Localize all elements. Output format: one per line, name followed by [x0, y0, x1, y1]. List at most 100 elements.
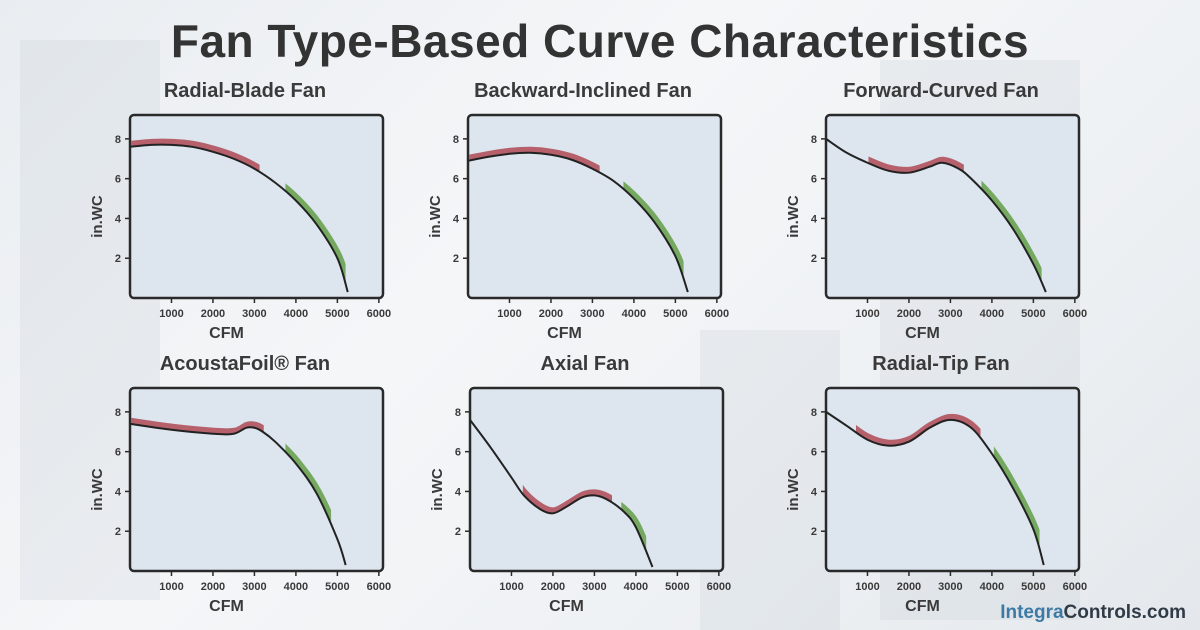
y-tick-label: 4 [811, 213, 818, 225]
chart-panel: Forward-Curved Fan 1000 2000 3000 4000 5000 60… [776, 80, 1106, 350]
fan-curve-line [826, 138, 1047, 293]
y-tick-label: 6 [115, 174, 121, 186]
x-tick-label: 6000 [1063, 581, 1087, 593]
plot-area [824, 386, 1081, 573]
y-tick-label: 6 [455, 447, 461, 459]
x-tick-label: 5000 [663, 308, 687, 320]
plot-area [468, 386, 725, 573]
red-band-segment [131, 417, 264, 435]
brand-part2: Controls.com [1063, 602, 1186, 623]
x-tick-label: 2000 [897, 581, 921, 593]
x-tick-label: 2000 [201, 308, 225, 320]
plot-area [128, 386, 385, 573]
brand-logo: IntegraControls.com [1000, 602, 1186, 624]
x-tick-label: 3000 [938, 581, 962, 593]
chart-title: Forward-Curved Fan [843, 80, 1039, 102]
red-band-segment [522, 484, 613, 514]
curve-group [826, 138, 1047, 293]
chart-svg: 1000 2000 3000 4000 5000 6000 2 4 6 8 CFM in.WC [89, 386, 391, 615]
y-axis-label: in.WC [89, 195, 106, 238]
green-band-segment [621, 501, 647, 553]
x-tick-label: 5000 [1021, 581, 1045, 593]
x-tick-label: 2000 [541, 581, 565, 593]
y-axis-label: in.WC [785, 195, 802, 238]
y-tick-label: 6 [453, 174, 459, 186]
chart-title: Radial-Tip Fan [872, 353, 1010, 375]
chart-svg: 1000 2000 3000 4000 5000 6000 2 4 6 8 CFM in.WC [429, 386, 731, 615]
fan-curve-line [826, 411, 1045, 566]
y-tick-label: 8 [811, 407, 817, 419]
curve-group [130, 417, 347, 566]
y-tick-label: 4 [811, 486, 818, 498]
red-band-segment [469, 146, 600, 173]
chart-title: AcoustaFoil® Fan [159, 353, 331, 375]
fan-curve-line [130, 422, 347, 566]
y-tick-label: 4 [115, 213, 122, 225]
y-tick-label: 8 [115, 407, 121, 419]
curve-group [826, 411, 1045, 566]
green-band-segment [993, 446, 1040, 551]
chart-title: Backward-Inclined Fan [474, 80, 692, 102]
x-tick-label: 6000 [707, 581, 731, 593]
x-tick-label: 4000 [980, 581, 1004, 593]
y-axis-label: in.WC [785, 468, 802, 511]
red-band-segment [856, 413, 981, 446]
x-tick-label: 5000 [325, 581, 349, 593]
y-tick-label: 6 [811, 447, 817, 459]
x-tick-label: 1000 [855, 581, 879, 593]
x-tick-label: 4000 [284, 581, 308, 593]
x-tick-label: 5000 [325, 308, 349, 320]
y-tick-label: 4 [115, 486, 122, 498]
chart-svg: 1000 2000 3000 4000 5000 6000 2 4 6 8 CFM in.WC [427, 113, 729, 342]
curve-group [468, 146, 689, 293]
x-tick-label: 4000 [980, 308, 1004, 320]
x-tick-label: 2000 [897, 308, 921, 320]
x-tick-label: 3000 [242, 581, 266, 593]
green-band-segment [285, 183, 346, 287]
fan-curve-line [130, 143, 349, 293]
main-title: Fan Type-Based Curve Characteristics [170, 15, 1030, 67]
x-tick-label: 3000 [938, 308, 962, 320]
y-tick-label: 2 [811, 526, 817, 538]
x-axis-label: CFM [905, 598, 940, 615]
y-tick-label: 6 [115, 447, 121, 459]
green-band-segment [285, 443, 332, 526]
x-axis-label: CFM [209, 598, 244, 615]
x-tick-label: 3000 [580, 308, 604, 320]
plot-area [824, 113, 1081, 300]
chart-svg: 1000 2000 3000 4000 5000 6000 2 4 6 8 CFM in.WC [89, 113, 391, 342]
x-axis-label: CFM [209, 325, 244, 342]
chart-panel: Axial Fan 1000 2000 3000 4000 5000 6000 2 4 6 8 CFM… [420, 353, 750, 623]
x-tick-label: 1000 [855, 308, 879, 320]
x-tick-label: 1000 [159, 581, 183, 593]
x-tick-label: 6000 [705, 308, 729, 320]
red-band-segment [868, 156, 964, 173]
y-tick-label: 8 [453, 134, 459, 146]
chart-svg: 1000 2000 3000 4000 5000 6000 2 4 6 8 CFM in.WC [785, 113, 1087, 342]
plot-area [466, 113, 723, 300]
x-tick-label: 4000 [284, 308, 308, 320]
fan-curve-line [468, 151, 689, 293]
y-axis-label: in.WC [429, 468, 446, 511]
chart-panel: Backward-Inclined Fan 1000 2000 3000 4000 500… [418, 80, 748, 350]
x-tick-label: 2000 [539, 308, 563, 320]
y-tick-label: 8 [811, 134, 817, 146]
y-tick-label: 8 [115, 134, 121, 146]
x-axis-label: CFM [549, 598, 584, 615]
y-axis-label: in.WC [89, 468, 106, 511]
x-tick-label: 3000 [242, 308, 266, 320]
x-axis-label: CFM [905, 325, 940, 342]
x-axis-label: CFM [547, 325, 582, 342]
curve-group [470, 419, 654, 568]
y-tick-label: 2 [115, 253, 121, 265]
chart-title: Radial-Blade Fan [163, 80, 327, 102]
x-tick-label: 4000 [624, 581, 648, 593]
y-axis-label: in.WC [427, 195, 444, 238]
x-tick-label: 3000 [582, 581, 606, 593]
y-tick-label: 4 [455, 486, 462, 498]
y-tick-label: 2 [811, 253, 817, 265]
y-tick-label: 2 [115, 526, 121, 538]
chart-panel: Radial-Tip Fan 1000 2000 3000 4000 5000 6000 2 4… [776, 353, 1106, 623]
chart-title: Axial Fan [540, 353, 630, 375]
y-tick-label: 8 [455, 407, 461, 419]
